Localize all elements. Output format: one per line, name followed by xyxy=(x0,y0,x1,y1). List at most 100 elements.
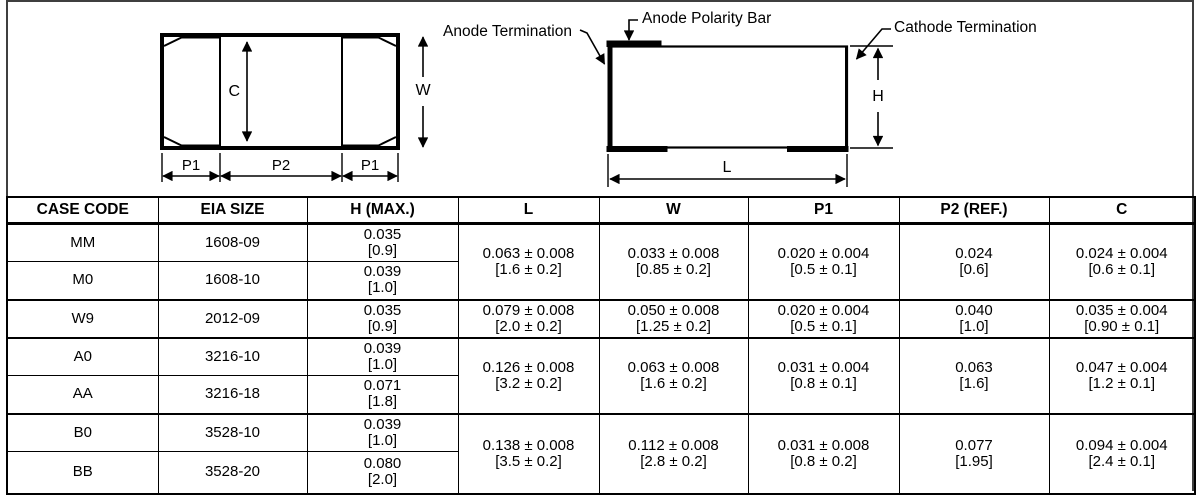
case-code-cell: B0 xyxy=(6,412,159,452)
value-mm: [0.9] xyxy=(367,317,398,335)
cathode-termination-label: Cathode Termination xyxy=(894,19,1037,36)
value-mm: [1.6 ± 0.2] xyxy=(640,374,707,392)
value-mm: [1.0] xyxy=(367,431,398,449)
value-mm: [0.5 ± 0.1] xyxy=(790,317,857,335)
dimension-p-extensions xyxy=(161,153,399,182)
p1-cell: 0.020 ± 0.004 [0.5 ± 0.1] xyxy=(747,222,900,300)
value-mm: [0.85 ± 0.2] xyxy=(636,260,711,278)
table-row-a0: A0 3216-10 0.039 [1.0] 0.126 ± 0.008 [3.… xyxy=(6,336,1196,414)
value-inches: 0.063 xyxy=(955,358,993,376)
value-inches: 0.063 ± 0.008 xyxy=(627,358,720,376)
chip-body-outline xyxy=(160,33,400,150)
h-max-cell: 0.080 [2.0] xyxy=(306,451,459,494)
value-mm: [0.90 ± 0.1] xyxy=(1084,317,1160,335)
h-max-cell: 0.039 [1.0] xyxy=(306,261,459,300)
value-mm: [0.5 ± 0.1] xyxy=(790,260,857,278)
eia-size-cell: 1608-09 xyxy=(157,222,308,262)
value-inches: 0.077 xyxy=(955,436,993,454)
value-mm: [1.6 ± 0.2] xyxy=(495,260,562,278)
top-view-diagram: C W P1 P2 P1 xyxy=(160,33,431,182)
dimension-h xyxy=(850,45,893,149)
case-code-cell: W9 xyxy=(6,298,159,338)
eia-size-cell: 3216-18 xyxy=(157,375,308,414)
anode-termination-label: Anode Termination xyxy=(443,23,572,40)
w-cell: 0.033 ± 0.008 [0.85 ± 0.2] xyxy=(598,222,749,300)
dimension-p1-left-label: P1 xyxy=(182,157,200,174)
l-cell: 0.079 ± 0.008 [2.0 ± 0.2] xyxy=(457,298,600,338)
bottom-left-terminal-bar xyxy=(606,146,668,152)
table-row-mm: MM 1608-09 0.035 [0.9] 0.063 ± 0.008 [1.… xyxy=(6,222,1196,300)
value-inches: 0.020 ± 0.004 xyxy=(777,301,870,319)
h-max-cell: 0.071 [1.8] xyxy=(306,375,459,414)
bottom-right-terminal-bar xyxy=(787,146,849,152)
table-row-m0: M0 1608-10 0.039 [1.0] xyxy=(6,261,1195,300)
capacitor-body-outline xyxy=(607,45,849,149)
dimension-l-label: L xyxy=(723,159,732,176)
column-header-c: C xyxy=(1048,196,1196,225)
value-inches: 0.033 ± 0.008 xyxy=(627,244,720,262)
value-inches: 0.040 xyxy=(955,301,993,319)
value-inches: 0.020 ± 0.004 xyxy=(777,244,870,262)
value-inches: 0.063 ± 0.008 xyxy=(482,244,575,262)
table-row-b0: B0 3528-10 0.039 [1.0] 0.138 ± 0.008 [3.… xyxy=(6,412,1196,494)
value-mm: [0.6 ± 0.1] xyxy=(1088,260,1156,278)
case-code-cell: M0 xyxy=(6,261,159,300)
column-header-p1: P1 xyxy=(747,196,900,225)
l-cell: 0.126 ± 0.008 [3.2 ± 0.2] xyxy=(457,336,600,414)
case-dimensions-table: CASE CODE EIA SIZE H (MAX.) L W P1 P2 (R… xyxy=(6,196,1196,495)
value-mm: [1.0] xyxy=(367,355,398,373)
h-max-cell: 0.035 [0.9] xyxy=(306,298,459,338)
table-row-bb: BB 3528-20 0.080 [2.0] xyxy=(6,451,1195,494)
value-inches: 0.024 ± 0.004 xyxy=(1075,244,1168,262)
value-mm: [1.2 ± 0.1] xyxy=(1088,374,1156,392)
value-mm: [0.8 ± 0.1] xyxy=(790,374,857,392)
value-mm: [1.0] xyxy=(367,279,398,297)
value-mm: [2.0] xyxy=(367,471,398,489)
column-header-h-max: H (MAX.) xyxy=(306,196,459,225)
h-max-cell: 0.039 [1.0] xyxy=(306,336,459,376)
value-mm: [0.6] xyxy=(959,260,989,278)
value-inches: 0.024 xyxy=(955,244,993,262)
column-header-p2-ref: P2 (REF.) xyxy=(898,196,1050,225)
value-inches: 0.039 xyxy=(363,415,402,433)
anode-termination-leader xyxy=(579,29,606,65)
dimension-diagrams: C W P1 P2 P1 xyxy=(160,10,1037,187)
l-cell: 0.138 ± 0.008 [3.5 ± 0.2] xyxy=(457,412,600,494)
eia-size-cell: 1608-10 xyxy=(157,261,308,300)
table-row-aa: AA 3216-18 0.071 [1.8] xyxy=(6,375,1195,414)
c-cell: 0.047 ± 0.004 [1.2 ± 0.1] xyxy=(1048,336,1196,414)
p1-cell: 0.031 ± 0.008 [0.8 ± 0.2] xyxy=(747,412,900,494)
column-header-eia-size: EIA SIZE xyxy=(157,196,308,225)
anode-polarity-bar xyxy=(606,40,662,47)
value-inches: 0.047 ± 0.004 xyxy=(1075,358,1168,376)
side-view-diagram: H L Anode Termination Anode Polarity Bar… xyxy=(443,10,1037,187)
value-inches: 0.094 ± 0.004 xyxy=(1075,436,1168,454)
value-inches: 0.080 xyxy=(363,455,402,473)
value-mm: [0.8 ± 0.2] xyxy=(790,452,857,470)
dimension-c-label: C xyxy=(228,83,240,100)
p2-cell: 0.024 [0.6] xyxy=(898,222,1050,300)
column-header-case-code: CASE CODE xyxy=(6,196,159,225)
value-inches: 0.035 xyxy=(363,301,402,319)
l-cell: 0.063 ± 0.008 [1.6 ± 0.2] xyxy=(457,222,600,300)
value-inches: 0.035 xyxy=(363,226,402,243)
eia-size-cell: 3216-10 xyxy=(157,336,308,376)
dimension-h-label: H xyxy=(872,88,884,105)
value-mm: [2.0 ± 0.2] xyxy=(495,317,562,335)
w-cell: 0.050 ± 0.008 [1.25 ± 0.2] xyxy=(598,298,749,338)
h-max-cell: 0.035 [0.9] xyxy=(306,222,459,262)
p1-cell: 0.020 ± 0.004 [0.5 ± 0.1] xyxy=(747,298,900,338)
cathode-pad-outline xyxy=(341,36,397,147)
p2-cell: 0.077 [1.95] xyxy=(898,412,1050,494)
value-inches: 0.039 xyxy=(363,339,402,357)
anode-polarity-bar-leader xyxy=(623,19,638,41)
value-mm: [1.6] xyxy=(959,374,989,392)
eia-size-cell: 2012-09 xyxy=(157,298,308,338)
value-inches: 0.031 ± 0.008 xyxy=(777,436,870,454)
value-mm: [2.4 ± 0.1] xyxy=(1088,452,1156,470)
value-mm: [1.25 ± 0.2] xyxy=(636,317,711,335)
value-mm: [3.5 ± 0.2] xyxy=(495,452,562,470)
value-inches: 0.138 ± 0.008 xyxy=(482,436,575,454)
case-code-cell: A0 xyxy=(6,336,159,376)
value-inches: 0.031 ± 0.004 xyxy=(777,358,870,376)
